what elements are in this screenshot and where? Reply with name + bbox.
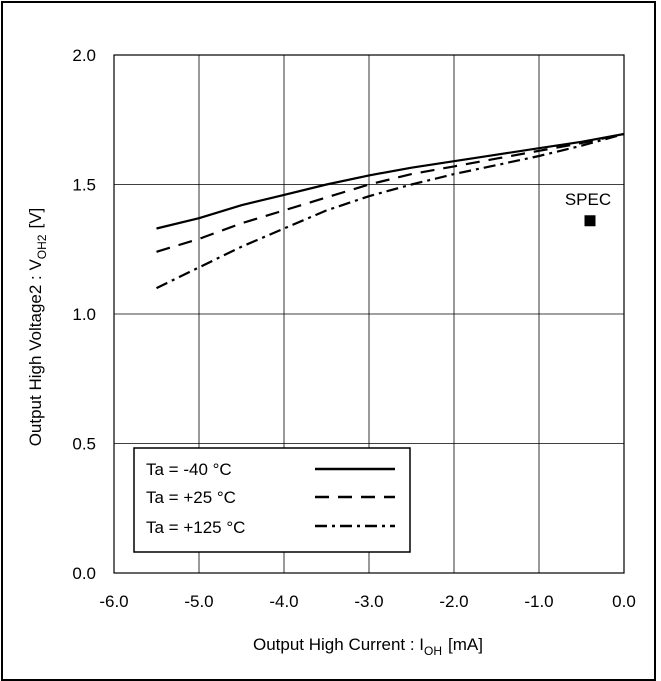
y-axis-title: Output High Voltage2 : VOH2 [V] <box>26 208 49 447</box>
x-tick-label: -1.0 <box>524 592 553 611</box>
legend: Ta = -40 °C Ta = +25 °C Ta = +125 °C <box>133 447 411 553</box>
x-tick-label: -3.0 <box>354 592 383 611</box>
x-tick-label: 0.0 <box>612 592 636 611</box>
x-tick-label: -6.0 <box>99 592 128 611</box>
x-axis-title-unit: [mA] <box>448 635 483 654</box>
x-axis-ticks: -6.0 -5.0 -4.0 -3.0 -2.0 -1.0 0.0 <box>99 592 635 611</box>
y-axis-ticks: 0.0 0.5 1.0 1.5 2.0 <box>72 46 96 583</box>
x-tick-label: -5.0 <box>184 592 213 611</box>
y-tick-label: 1.0 <box>72 305 96 324</box>
y-tick-label: 2.0 <box>72 46 96 65</box>
x-axis-title-sub: OH <box>424 644 442 658</box>
legend-label-3: Ta = +125 °C <box>146 518 245 537</box>
legend-label-1: Ta = -40 °C <box>146 460 232 479</box>
x-tick-label: -2.0 <box>439 592 468 611</box>
x-tick-label: -4.0 <box>269 592 298 611</box>
y-axis-title-main: Output High Voltage2 : V <box>26 259 45 447</box>
series-line-3 <box>156 132 625 290</box>
spec-marker <box>584 215 596 227</box>
y-axis-title-unit: [V] <box>26 208 45 229</box>
y-tick-label: 1.5 <box>72 176 96 195</box>
y-tick-label: 0.5 <box>72 435 96 454</box>
series-lines <box>156 132 625 290</box>
series-line-1 <box>156 132 625 230</box>
y-tick-label: 0.0 <box>72 564 96 583</box>
y-axis-title-sub: OH2 <box>35 234 49 259</box>
spec-label: SPEC <box>565 190 611 209</box>
x-axis-title-main: Output High Current : I <box>253 635 424 654</box>
plot-area <box>113 54 625 574</box>
legend-label-2: Ta = +25 °C <box>146 488 236 507</box>
x-axis-title: Output High Current : IOH [mA] <box>253 635 483 658</box>
spec-annotation: SPEC <box>565 190 611 227</box>
series-line-2 <box>156 132 625 253</box>
legend-box <box>133 447 411 553</box>
